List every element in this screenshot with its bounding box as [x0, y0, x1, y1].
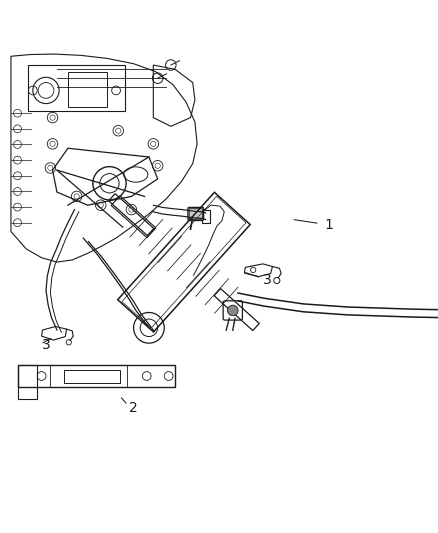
FancyBboxPatch shape: [188, 207, 204, 221]
Bar: [28, 65, 125, 111]
Bar: [64, 370, 120, 383]
Text: 1: 1: [324, 218, 333, 232]
Bar: [68, 71, 107, 107]
Bar: [202, 211, 210, 223]
Text: 2: 2: [129, 400, 138, 415]
Bar: [18, 365, 175, 387]
Text: 3: 3: [263, 273, 272, 287]
Circle shape: [227, 305, 238, 316]
Text: 3: 3: [42, 338, 50, 352]
Bar: [18, 365, 37, 399]
